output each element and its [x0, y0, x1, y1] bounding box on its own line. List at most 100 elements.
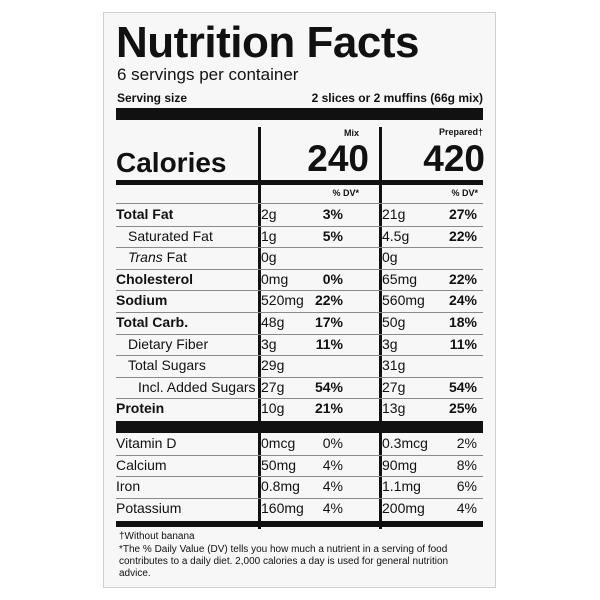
prep-amount: 13g	[382, 400, 406, 417]
nutrient-row-total-fat: Total Fat 2g 3% 21g 27%	[116, 204, 483, 227]
prep-amount: 21g	[382, 206, 406, 222]
mix-amount: 2g	[261, 206, 277, 222]
micronutrient-row-potassium: Potassium 160mg 4% 200mg 4%	[116, 498, 483, 520]
nutrient-row-sodium: Sodium 520mg 22% 560mg 24%	[116, 290, 483, 313]
prep-dv: 54%	[448, 378, 477, 395]
nutrient-name: Total Fat	[116, 206, 174, 222]
nutrient-name: Dietary Fiber	[128, 335, 209, 352]
footnote-daily-value: *The % Daily Value (DV) tells you how mu…	[119, 544, 449, 579]
prep-amount: 90mg	[382, 456, 418, 473]
nutrient-row-cholesterol: Cholesterol 0mg 0% 65mg 22%	[116, 269, 483, 292]
prep-amount: 1.1mg	[382, 478, 421, 495]
nutrient-name: Saturated Fat	[128, 227, 213, 244]
nutrient-name: Cholesterol	[116, 270, 194, 287]
mix-dv: 3%	[322, 206, 343, 222]
mix-dv: 4%	[322, 499, 343, 516]
column-divider-prepared	[379, 127, 382, 529]
column-divider-mix	[258, 127, 261, 529]
nutrient-name: Sodium	[116, 292, 168, 309]
prep-amount: 200mg	[382, 499, 425, 516]
fat-word: Fat	[162, 249, 187, 266]
label-title: Nutrition Facts	[116, 18, 419, 67]
prep-amount: 3g	[382, 335, 398, 352]
dv-header-prepared: % DV*	[451, 188, 478, 198]
prepared-column-header: Prepared†	[438, 127, 483, 137]
servings-per-container: 6 servings per container	[117, 65, 299, 84]
prep-amount: 4.5g	[382, 227, 410, 244]
mix-amount: 48g	[261, 314, 285, 330]
mix-amount: 3g	[261, 335, 277, 352]
calories-mix: 240	[307, 138, 369, 179]
prep-dv: 2%	[456, 435, 477, 451]
trans-word: Trans	[128, 249, 163, 266]
nutrient-row-protein: Protein 10g 21% 13g 25%	[116, 398, 483, 420]
prep-dv: 8%	[456, 456, 477, 473]
thick-divider	[116, 108, 483, 120]
prep-amount: 27g	[382, 378, 406, 395]
serving-size-label: Serving size	[117, 91, 188, 105]
prep-dv: 11%	[449, 335, 477, 352]
prep-dv: 25%	[448, 400, 477, 417]
dv-header-mix: % DV*	[332, 188, 359, 198]
prep-dv: 27%	[448, 206, 477, 222]
mix-dv: 54%	[314, 378, 343, 395]
mix-amount: 1g	[261, 227, 277, 244]
prep-dv: 22%	[448, 270, 477, 287]
nutrient-name: Total Sugars	[128, 357, 206, 374]
nutrient-row-saturated-fat: Saturated Fat 1g 5% 4.5g 22%	[116, 226, 483, 249]
mix-dv: 4%	[322, 478, 343, 495]
prep-amount: 560mg	[382, 292, 425, 309]
calories-prepared: 420	[423, 138, 485, 179]
mix-amount: 0mcg	[261, 435, 296, 451]
prep-dv: 22%	[448, 227, 477, 244]
mix-dv: 4%	[322, 456, 343, 473]
nutrient-row-added-sugars: Incl. Added Sugars 27g 54% 27g 54%	[116, 377, 483, 400]
micronutrient-row-calcium: Calcium 50mg 4% 90mg 8%	[116, 455, 483, 478]
prep-dv: 24%	[448, 292, 477, 309]
medium-divider	[116, 180, 483, 185]
micronutrient-name: Iron	[116, 478, 141, 495]
mix-amount: 27g	[261, 378, 285, 395]
nutrient-name: Trans Fat	[128, 247, 187, 269]
thick-divider-micronutrients	[116, 421, 483, 433]
mix-dv: 17%	[314, 314, 343, 330]
nutrient-row-trans-fat: Trans Fat 0g 0g	[116, 247, 483, 270]
bottom-divider	[116, 521, 483, 527]
mix-dv: 22%	[314, 292, 343, 309]
serving-size-value: 2 slices or 2 muffins (66g mix)	[311, 91, 483, 105]
prep-dv: 6%	[456, 478, 477, 495]
mix-amount: 520mg	[261, 292, 304, 309]
micronutrient-name: Calcium	[116, 456, 167, 473]
mix-amount: 0g	[261, 249, 277, 266]
mix-amount: 50mg	[261, 456, 297, 473]
micronutrient-name: Potassium	[116, 499, 182, 516]
micronutrient-row-vitamin-d: Vitamin D 0mcg 0% 0.3mcg 2%	[116, 433, 483, 456]
micronutrient-name: Vitamin D	[116, 435, 177, 451]
mix-amount: 10g	[261, 400, 285, 417]
micronutrient-row-iron: Iron 0.8mg 4% 1.1mg 6%	[116, 476, 483, 499]
mix-column-header: Mix	[344, 128, 360, 138]
nutrient-row-dietary-fiber: Dietary Fiber 3g 11% 3g 11%	[116, 334, 483, 357]
dv-header-divider	[116, 203, 483, 204]
mix-amount: 160mg	[261, 499, 304, 516]
prep-amount: 0.3mcg	[382, 435, 428, 451]
mix-dv: 5%	[322, 227, 343, 244]
calories-label: Calories	[116, 147, 227, 178]
nutrition-facts-label: Nutrition Facts 6 servings per container…	[103, 12, 496, 588]
nutrient-row-total-sugars: Total Sugars 29g 31g	[116, 355, 483, 378]
mix-amount: 0.8mg	[261, 478, 300, 495]
mix-dv: 0%	[322, 270, 343, 287]
prep-dv: 18%	[448, 314, 477, 330]
nutrient-row-total-carb: Total Carb. 48g 17% 50g 18%	[116, 312, 483, 335]
prep-amount: 31g	[382, 357, 406, 374]
mix-dv: 0%	[322, 435, 343, 451]
mix-amount: 29g	[261, 357, 285, 374]
footnote-without-banana: †Without banana	[119, 531, 195, 542]
prep-dv: 4%	[456, 499, 477, 516]
prep-amount: 0g	[382, 249, 398, 266]
mix-dv: 11%	[315, 335, 343, 352]
prep-amount: 65mg	[382, 270, 418, 287]
mix-dv: 21%	[314, 400, 343, 417]
nutrient-name: Total Carb.	[116, 314, 189, 330]
nutrient-name: Incl. Added Sugars	[138, 378, 256, 395]
